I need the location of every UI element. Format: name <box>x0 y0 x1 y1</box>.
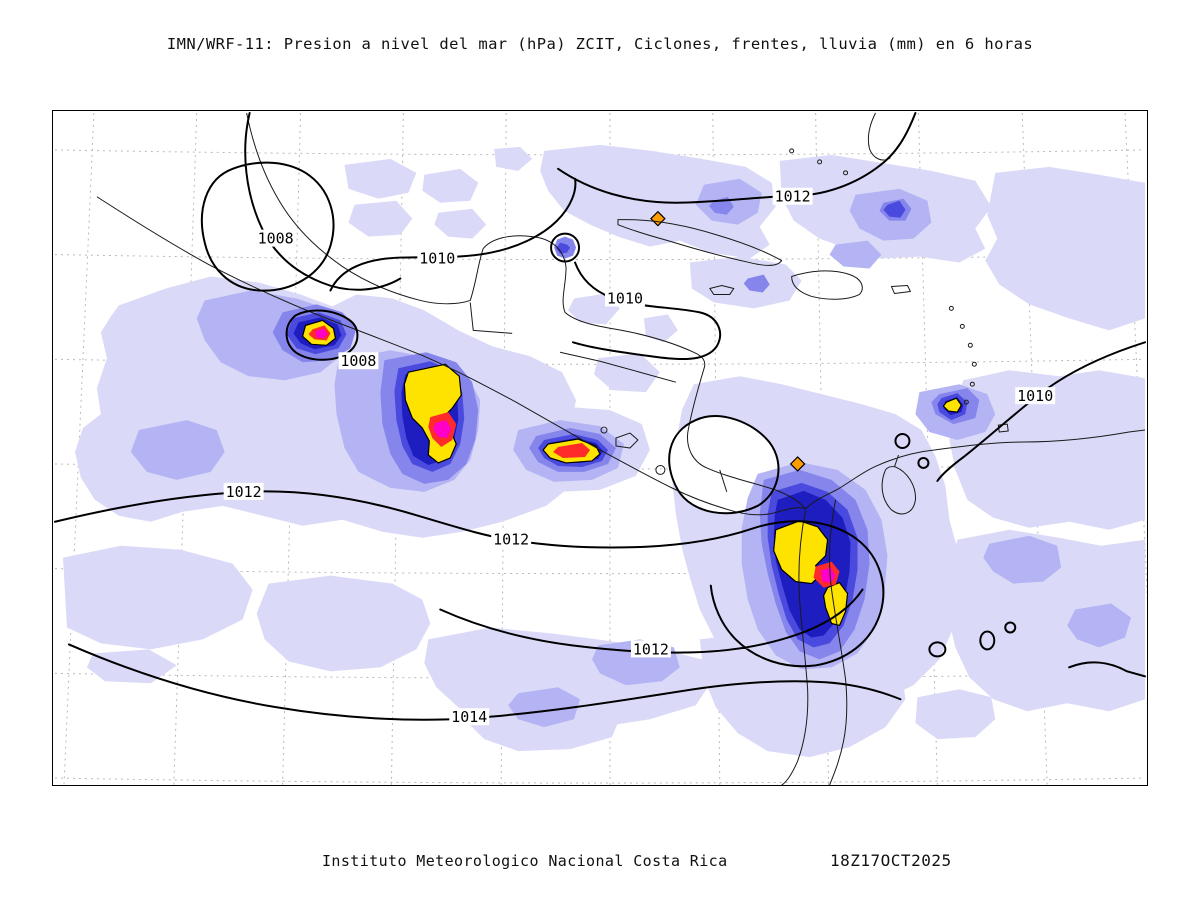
contour-label-text: 1012 <box>226 483 262 501</box>
rain-medium-shading <box>130 178 1132 728</box>
contour-label-bg <box>630 640 671 658</box>
contour-label-text: 1008 <box>258 230 294 248</box>
contour-label: 1012 <box>630 640 671 658</box>
contour-label: 1010 <box>417 249 458 268</box>
contour-label-text: 1012 <box>633 640 669 658</box>
contour-label-text: 1010 <box>607 289 643 307</box>
contour-label-bg <box>417 249 458 267</box>
severe-cell-markers <box>650 210 806 472</box>
contour-label-text: 1008 <box>340 352 376 370</box>
contour-label: 1010 <box>604 289 645 307</box>
dry-hole <box>669 416 779 514</box>
contour-label: 1008 <box>338 352 379 370</box>
contour-label-text: 1012 <box>493 531 529 549</box>
page-title: IMN/WRF-11: Presion a nivel del mar (hPa… <box>166 35 1034 53</box>
map-frame: 1012 1008 1010 1010 1008 1010 1012 1012 … <box>52 110 1148 786</box>
contour-label: 1012 <box>491 530 532 549</box>
contour-labels-layer: 1012 1008 1010 1010 1008 1010 1012 1012 … <box>223 187 1056 726</box>
contour-label-bg <box>1015 387 1056 405</box>
contour-label-bg <box>449 708 490 726</box>
contour-label: 1010 <box>1015 387 1056 405</box>
contour-label-bg <box>772 187 813 205</box>
contour-label-bg <box>491 530 532 548</box>
contour-label: 1014 <box>449 708 490 726</box>
contour-label-bg <box>338 352 379 370</box>
contour-label-text: 1014 <box>451 708 487 726</box>
contour-label-text: 1012 <box>775 188 811 206</box>
coastlines <box>96 112 1146 785</box>
footer-institution: Instituto Meteorologico Nacional Costa R… <box>322 852 728 870</box>
footer-timestamp: 18Z17OCT2025 <box>830 851 952 870</box>
contour-label: 1008 <box>255 229 296 248</box>
weather-map: 1012 1008 1010 1010 1008 1010 1012 1012 … <box>53 111 1147 785</box>
contour-label-bg <box>255 229 296 247</box>
contour-label: 1012 <box>772 187 813 206</box>
contour-label-text: 1010 <box>419 250 455 268</box>
rain-torrential-cores <box>308 325 840 588</box>
contour-label-bg <box>604 289 645 307</box>
contour-label: 1012 <box>223 482 264 501</box>
contour-label-bg <box>223 482 264 500</box>
contour-label-text: 1010 <box>1017 387 1053 405</box>
